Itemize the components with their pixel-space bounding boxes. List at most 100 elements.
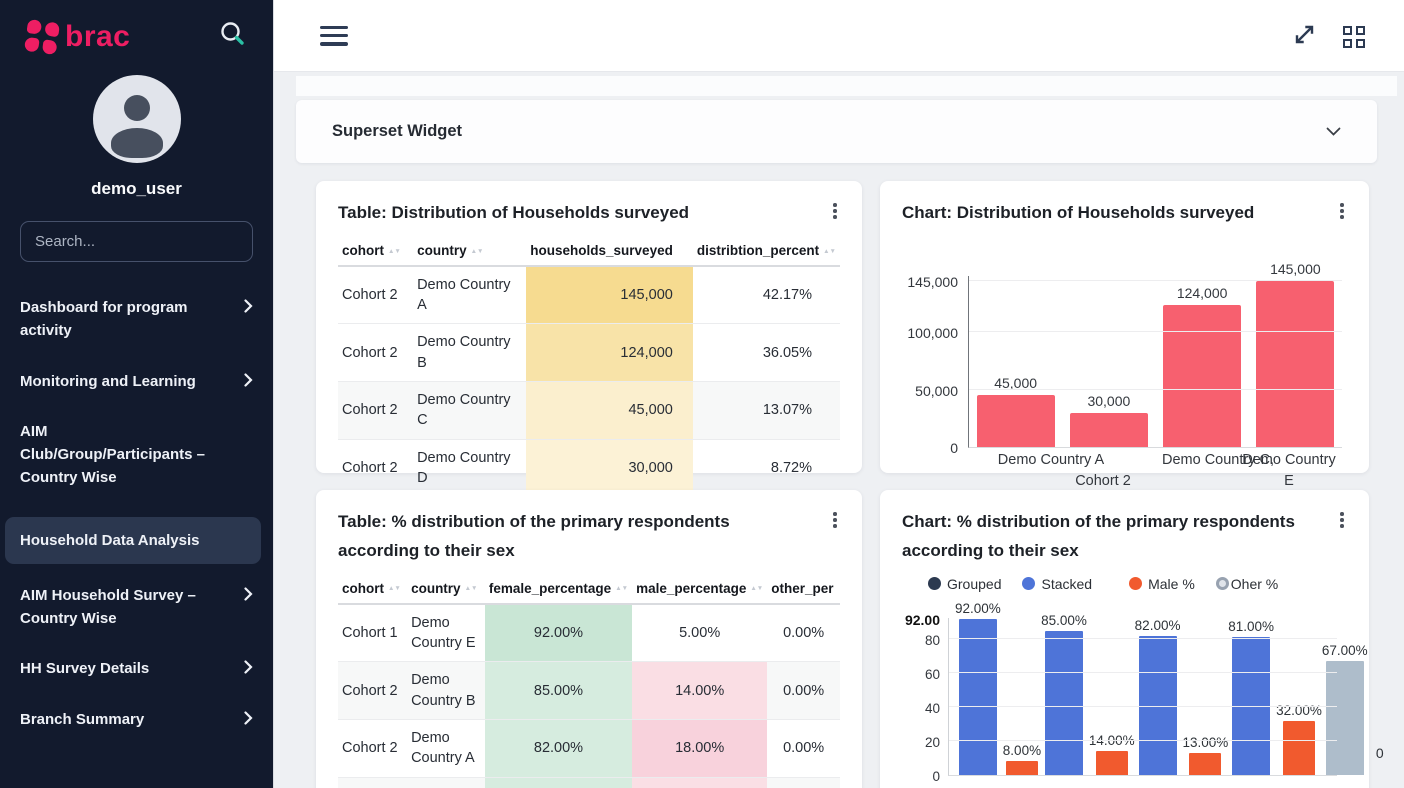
gridline <box>949 705 1337 707</box>
bar-slot: 32.00% <box>1276 703 1322 775</box>
column-header-country[interactable]: country ▲▼ <box>411 580 478 596</box>
column-header-male-percentage[interactable]: male_percentage ▲▼ <box>636 580 764 596</box>
chart-bar[interactable] <box>1163 304 1242 447</box>
bar-slot: 13.00% <box>1182 735 1228 775</box>
y-tick-label: 20 <box>924 734 940 750</box>
chart-bar[interactable] <box>1044 630 1083 775</box>
sidebar-item-branch-summary[interactable]: Branch Summary <box>20 708 253 731</box>
bar-group: 85.00% 14.00% <box>1041 613 1135 775</box>
user-name: demo_user <box>91 179 182 198</box>
bar-value-label: 45,000 <box>994 374 1038 391</box>
column-header-female-percentage[interactable]: female_percentage ▲▼ <box>488 580 629 596</box>
card-chart-households-surveyed: Chart: Distribution of Households survey… <box>880 181 1369 489</box>
legend-item-grouped[interactable]: Grouped <box>928 576 1001 592</box>
respondents-sex-table: cohort ▲▼ country ▲▼ female_percentage ▲▼ m… <box>338 574 840 788</box>
search-input[interactable] <box>35 233 238 250</box>
legend-dot-icon <box>1022 577 1036 591</box>
column-header-cohort[interactable]: cohort ▲▼ <box>342 242 401 258</box>
card-chart-respondents-sex: Chart: % distribution of the primary res… <box>880 490 1384 788</box>
sidebar-item-household-data-analysis[interactable]: Household Data Analysis <box>5 516 261 564</box>
expand-fullscreen-icon[interactable] <box>1292 22 1317 52</box>
y-tick-label: 50,000 <box>915 382 958 399</box>
search-icon[interactable] <box>219 20 247 53</box>
bar-value-label: 145,000 <box>1270 260 1321 277</box>
legend-item-male[interactable]: Male % <box>1129 576 1195 592</box>
bar-value-label: 82.00% <box>1134 617 1181 633</box>
plot-area: 45,000 30,000 124,000 145,000 <box>968 261 1342 448</box>
chart-bar[interactable] <box>1095 750 1128 775</box>
column-header-distribtion-percent[interactable]: distribtion_percent ▲▼ <box>696 242 836 258</box>
kebab-menu-icon[interactable] <box>1337 199 1347 223</box>
chart-bar[interactable] <box>976 394 1055 447</box>
chevron-down-icon[interactable] <box>1326 123 1341 141</box>
chevron-right-icon <box>244 710 253 730</box>
bar-value-label: 67.00% <box>1321 642 1368 658</box>
y-tick-label: 80 <box>924 632 940 648</box>
avatar[interactable] <box>92 75 181 163</box>
x-axis-labels: Demo Country A Cohort 2 Demo Country C, … <box>968 448 1342 492</box>
sidebar-item-dashboard-for-program-activity[interactable]: Dashboard for program activity <box>20 296 253 343</box>
sidebar: brac demo_user Dashboard for program act… <box>0 0 273 788</box>
sidebar-item-monitoring-and-learning[interactable]: Monitoring and Learning <box>20 370 253 393</box>
chevron-right-icon <box>244 299 253 318</box>
y-tick-label: 40 <box>924 700 940 716</box>
bar-slot: 145,000 <box>1256 260 1335 447</box>
table-header-row: cohort ▲▼ country ▲▼ households_surveyed d… <box>338 236 840 266</box>
y-axis: 0 50,000 100,000 145,000 <box>902 274 968 456</box>
bar-value-label: 8.00% <box>1002 742 1042 758</box>
sidebar-search <box>20 221 253 262</box>
apps-grid-icon[interactable] <box>1343 26 1365 48</box>
chart-bar[interactable] <box>1325 660 1364 775</box>
bar-value-label: 92.00% <box>955 600 1001 616</box>
sort-icon: ▲▼ <box>388 585 401 593</box>
sidebar-item-aim-club-group-participants[interactable]: AIM Club/Group/Participants – Country Wi… <box>20 422 206 487</box>
chart-bar[interactable] <box>1005 760 1038 775</box>
sort-icon: ▲▼ <box>823 247 836 255</box>
sort-icon: ▲▼ <box>464 585 478 593</box>
gridline <box>949 671 1337 673</box>
plot-area: 92.00% 8.00% 85.00% 14.00% 82.00% 13.00% 81.00… <box>948 601 1384 776</box>
chart-bar[interactable] <box>1189 752 1222 775</box>
hamburger-menu-icon[interactable] <box>320 26 348 51</box>
table-row: Cohort 2 Demo Country D 30,000 8.72% <box>338 439 840 497</box>
sidebar-item-aim-household-survey[interactable]: AIM Household Survey – Country Wise <box>20 584 253 631</box>
bar-value-label: 85.00% <box>1041 612 1087 628</box>
kebab-menu-icon[interactable] <box>830 199 840 223</box>
chart-bar[interactable] <box>1282 720 1315 775</box>
card-title: Chart: % distribution of the primary res… <box>902 512 1295 560</box>
chart-bar[interactable] <box>1138 635 1177 775</box>
y-tick-label: 0 <box>932 768 940 784</box>
bar-slot: 67.00% 0 <box>1321 642 1384 775</box>
chart-bar[interactable] <box>1069 412 1148 447</box>
sort-icon: ▲▼ <box>615 585 629 593</box>
chevron-right-icon <box>244 587 253 606</box>
gridline <box>949 637 1337 639</box>
kebab-menu-icon[interactable] <box>830 508 840 532</box>
legend-item-stacked[interactable]: Stacked <box>1022 576 1092 592</box>
kebab-menu-icon[interactable] <box>1337 508 1347 532</box>
y-tick-label: 100,000 <box>907 324 958 341</box>
sort-icon: ▲▼ <box>388 247 401 255</box>
legend-item-oher[interactable]: Oher % <box>1215 576 1278 592</box>
brac-logo[interactable]: brac <box>23 18 130 55</box>
legend-dot-icon <box>928 577 941 591</box>
column-header-country[interactable]: country ▲▼ <box>417 242 484 258</box>
chart-bar[interactable] <box>958 618 997 775</box>
gridline <box>949 739 1337 741</box>
sidebar-item-hh-survey-details[interactable]: HH Survey Details <box>20 657 253 680</box>
bar-group: 92.00% 8.00% <box>955 601 1041 775</box>
chart-legend: Grouped Stacked Male % Oher % <box>928 576 1347 592</box>
column-header-other-percentage[interactable]: other_per <box>771 580 834 596</box>
bar-value-label: 30,000 <box>1087 392 1131 409</box>
column-header-households-surveyed[interactable]: households_surveyed <box>530 242 673 258</box>
x-tick-label: Cohort 2 <box>1075 472 1131 489</box>
bar-group: 82.00% 13.00% <box>1134 617 1228 775</box>
card-title: Table: Distribution of Households survey… <box>338 203 690 222</box>
chart-bar[interactable] <box>1256 280 1335 447</box>
superset-widget-header[interactable]: Superset Widget <box>296 100 1377 163</box>
column-header-cohort[interactable]: cohort ▲▼ <box>342 580 401 596</box>
bar-slot: 82.00% <box>1134 617 1181 775</box>
bar-chart-households: 0 50,000 100,000 145,000 45,000 30,000 124,00… <box>902 261 1347 456</box>
card-title: Chart: Distribution of Households survey… <box>902 203 1255 222</box>
